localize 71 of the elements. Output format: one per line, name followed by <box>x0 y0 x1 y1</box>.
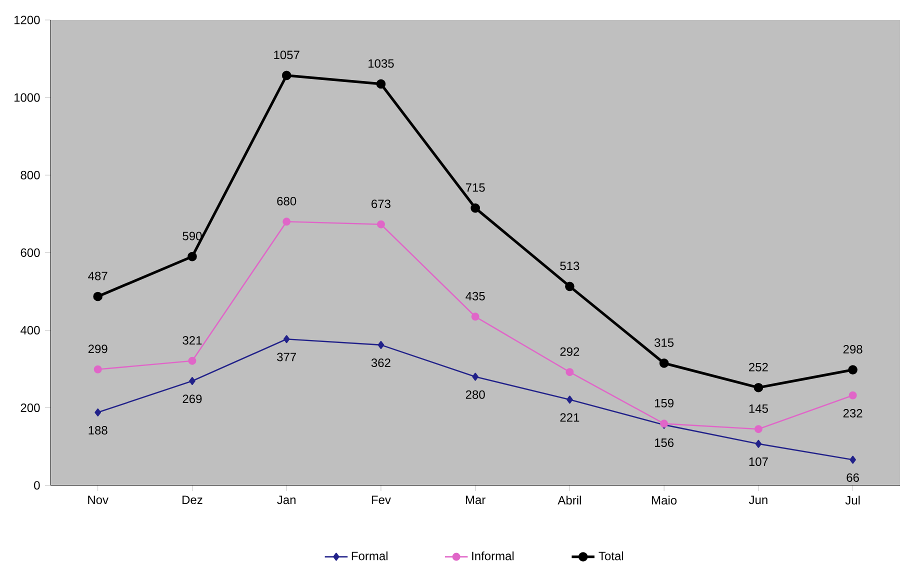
legend-label: Total <box>598 551 624 560</box>
data-label: 188 <box>88 426 108 435</box>
data-label: 590 <box>182 232 202 240</box>
y-tick-label: 600 <box>20 248 40 257</box>
point <box>188 356 196 365</box>
x-tick-label: Maio <box>652 496 677 505</box>
legend-label: Formal <box>352 551 388 560</box>
point <box>94 365 102 374</box>
point <box>472 372 479 381</box>
y-tick-label: 0 <box>34 481 40 490</box>
legend-label: Informal <box>472 551 514 560</box>
x-tick-label: Mar <box>466 496 486 504</box>
data-label: 292 <box>560 347 580 356</box>
x-tick-label: Abril <box>558 496 581 505</box>
data-label: 377 <box>277 352 296 362</box>
point <box>471 312 480 321</box>
data-label: 66 <box>846 473 859 482</box>
y-tick-label: 400 <box>20 326 40 334</box>
data-label: 321 <box>182 336 202 345</box>
point <box>566 368 574 376</box>
data-label: 1057 <box>274 50 300 60</box>
data-label: 435 <box>466 292 485 300</box>
data-label: 145 <box>749 404 768 413</box>
point <box>848 391 857 400</box>
x-tick-label: Fev <box>372 496 391 504</box>
y-tick-label: 200 <box>20 404 40 412</box>
point <box>755 440 762 448</box>
x-tick-label: Dez <box>182 496 202 504</box>
y-tick-label: 800 <box>20 170 40 180</box>
point <box>94 408 102 416</box>
data-label: 315 <box>654 338 674 347</box>
data-label: 715 <box>466 183 485 192</box>
data-label: 298 <box>843 345 862 354</box>
point <box>188 252 197 262</box>
point <box>378 340 384 349</box>
data-label: 252 <box>749 362 768 372</box>
point <box>470 203 480 213</box>
point <box>659 358 669 368</box>
data-label: 280 <box>466 390 485 399</box>
point <box>566 396 573 404</box>
point <box>565 282 574 292</box>
data-label: 221 <box>560 413 580 422</box>
x-tick-label: Jul <box>845 496 860 505</box>
y-tick-label: 1200 <box>14 16 40 24</box>
point <box>376 220 385 228</box>
point <box>848 365 858 374</box>
point <box>282 218 291 226</box>
point <box>850 456 856 464</box>
data-label: 680 <box>277 196 296 206</box>
data-label: 232 <box>843 408 862 418</box>
point <box>754 425 762 434</box>
x-tick-label: Nov <box>88 496 108 504</box>
data-label: 362 <box>371 358 390 368</box>
point <box>282 70 292 80</box>
x-tick-label: Jun <box>748 496 768 504</box>
point <box>283 335 290 344</box>
data-label: 159 <box>654 398 674 408</box>
data-label: 269 <box>182 394 202 404</box>
point <box>376 79 386 89</box>
point <box>93 292 103 302</box>
data-label: 673 <box>372 200 390 208</box>
point <box>189 377 196 386</box>
data-label: 156 <box>654 438 674 447</box>
point <box>754 382 764 392</box>
data-label: 107 <box>749 457 768 466</box>
data-label: 1035 <box>368 59 394 68</box>
data-label: 513 <box>560 262 580 270</box>
data-label: 299 <box>88 344 108 354</box>
y-tick-label: 1000 <box>14 93 40 102</box>
x-tick-label: Jan <box>277 496 296 504</box>
data-label: 487 <box>88 272 108 280</box>
